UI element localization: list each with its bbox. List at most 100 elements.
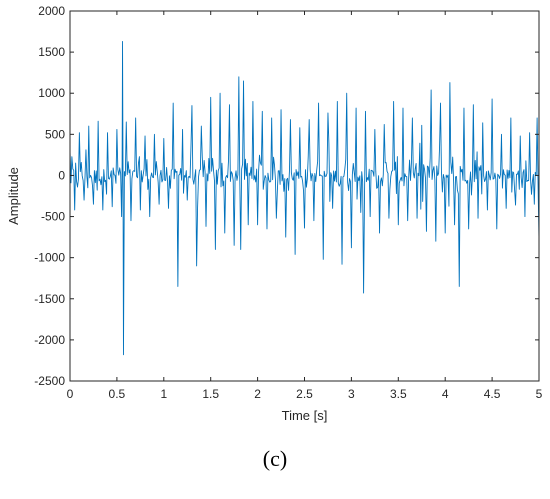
- y-axis-title: Amplitude: [6, 167, 21, 225]
- data-point: [88, 126, 89, 127]
- data-point: [257, 224, 258, 225]
- data-point: [529, 132, 530, 133]
- data-point: [379, 233, 380, 234]
- data-point: [299, 127, 300, 128]
- data-point: [168, 208, 169, 209]
- data-point: [252, 101, 253, 102]
- y-tick-label: -1000: [34, 251, 65, 265]
- data-point: [191, 105, 192, 106]
- x-tick-label: 1: [160, 387, 167, 401]
- y-tick-label: -1500: [34, 292, 65, 306]
- data-point: [524, 216, 525, 217]
- series-line-0: [69, 40, 540, 356]
- data-point: [454, 224, 455, 225]
- data-point: [163, 138, 164, 139]
- data-point: [318, 103, 319, 104]
- data-point: [478, 218, 479, 219]
- y-tick-label: 0: [58, 168, 65, 182]
- x-tick-label: 5: [536, 387, 543, 401]
- y-tick-label: -500: [41, 210, 65, 224]
- data-point: [515, 205, 516, 206]
- data-point: [388, 218, 389, 219]
- data-point: [281, 109, 282, 110]
- data-point: [520, 135, 521, 136]
- data-point: [215, 249, 216, 250]
- x-tick-label: 2.5: [296, 387, 313, 401]
- data-point: [240, 249, 241, 250]
- data-point: [79, 132, 80, 133]
- plot-series-group: [69, 40, 540, 356]
- data-point: [196, 265, 197, 266]
- data-point: [384, 124, 385, 125]
- data-point: [145, 135, 146, 136]
- data-point: [459, 286, 460, 287]
- x-tick-label: 0: [67, 387, 74, 401]
- data-point: [304, 228, 305, 229]
- data-point: [126, 122, 127, 123]
- data-point: [149, 216, 150, 217]
- data-point: [262, 111, 263, 112]
- data-point: [501, 134, 502, 135]
- data-point: [421, 125, 422, 126]
- data-point: [363, 293, 364, 294]
- data-point: [346, 93, 347, 94]
- data-point: [463, 108, 464, 109]
- data-point: [266, 228, 267, 229]
- data-point: [337, 101, 338, 102]
- data-point: [360, 212, 361, 213]
- data-point: [271, 117, 272, 118]
- data-point: [130, 220, 131, 221]
- data-point: [431, 89, 432, 90]
- data-point: [393, 101, 394, 102]
- y-axis-ticks: -2500 -2000 -1500 -1000 -500 0 500 1000 1500 2000: [34, 4, 539, 388]
- data-point: [93, 204, 94, 205]
- data-point: [506, 208, 507, 209]
- data-point: [182, 129, 183, 130]
- x-tick-label: 4: [442, 387, 449, 401]
- data-point: [449, 82, 450, 83]
- data-point: [487, 209, 488, 210]
- data-point: [473, 104, 474, 105]
- data-point: [229, 104, 230, 105]
- y-tick-label: -2000: [34, 333, 65, 347]
- data-point: [342, 264, 343, 265]
- data-point: [327, 112, 328, 113]
- data-point: [159, 204, 160, 205]
- x-axis-ticks: 0 0.5 1 1.5 2 2.5 3 3.5 4 4.5 5: [67, 11, 543, 401]
- data-point: [445, 233, 446, 234]
- data-point: [365, 111, 366, 112]
- data-point: [102, 209, 103, 210]
- y-tick-label: 1000: [38, 86, 65, 100]
- data-point: [482, 122, 483, 123]
- y-tick-label: 1500: [38, 45, 65, 59]
- data-point: [107, 132, 108, 133]
- data-point: [210, 97, 211, 98]
- data-point: [173, 103, 174, 104]
- x-tick-label: 2: [254, 387, 261, 401]
- data-point: [238, 76, 239, 77]
- data-point: [496, 228, 497, 229]
- data-point: [154, 134, 155, 135]
- data-point: [356, 108, 357, 109]
- data-point: [84, 200, 85, 201]
- data-point: [243, 80, 244, 81]
- data-point: [116, 129, 117, 130]
- data-point: [98, 121, 99, 122]
- data-point: [234, 245, 235, 246]
- data-point: [140, 209, 141, 210]
- data-point: [177, 286, 178, 287]
- data-point: [534, 204, 535, 205]
- data-point: [295, 254, 296, 255]
- data-point: [123, 354, 124, 355]
- data-point: [537, 117, 538, 118]
- data-point: [370, 216, 371, 217]
- x-axis-title: Time [s]: [282, 408, 328, 423]
- data-point: [74, 209, 75, 210]
- x-tick-label: 3.5: [390, 387, 407, 401]
- data-point: [402, 108, 403, 109]
- data-point: [220, 93, 221, 94]
- data-point: [351, 247, 352, 248]
- data-point: [407, 220, 408, 221]
- data-point: [426, 231, 427, 232]
- x-tick-label: 3: [348, 387, 355, 401]
